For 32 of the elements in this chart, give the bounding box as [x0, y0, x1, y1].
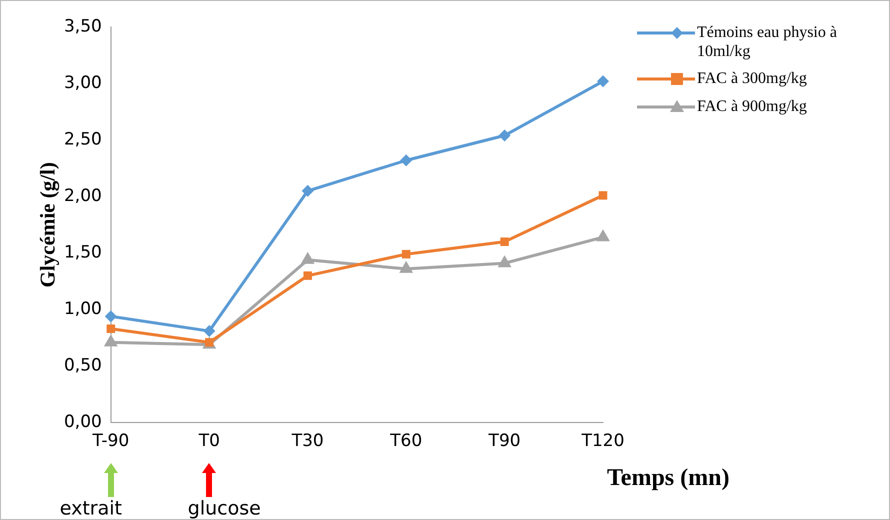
y-tick-label: 1,00 — [64, 298, 102, 319]
point — [500, 238, 509, 246]
legend-label: FAC à 300mg/kg — [697, 69, 807, 88]
x-tick-label: T-90 — [92, 431, 130, 452]
x-tick-label: T0 — [198, 431, 220, 452]
y-tick-label: 2,00 — [64, 186, 102, 206]
point — [303, 271, 312, 280]
y-tick-label: 0,00 — [64, 412, 102, 432]
point — [597, 75, 609, 88]
point — [598, 191, 608, 200]
y-tick-label: 2,50 — [64, 129, 102, 150]
y-tick-label: 3,50 — [64, 16, 102, 36]
y-axis-title: Glycémie (g/l) — [35, 162, 60, 288]
y-tick-label: 3,00 — [64, 72, 102, 93]
point — [203, 325, 216, 338]
point — [498, 130, 511, 142]
text: extrait — [60, 497, 122, 520]
y-tick-label: 1,50 — [64, 242, 102, 262]
x-tick-label: T90 — [488, 431, 521, 452]
point — [104, 310, 117, 322]
legend-label: FAC à 900mg/kg — [697, 97, 807, 116]
x-tick-label: T60 — [389, 431, 422, 452]
point — [106, 324, 116, 334]
x-tick-label: T120 — [580, 431, 624, 452]
y-tick-label: 0,50 — [64, 356, 102, 376]
x-axis-title: Temps (mn) — [607, 465, 730, 492]
point — [400, 154, 412, 166]
text: glucose — [188, 497, 261, 520]
x-tick-label: T30 — [290, 431, 324, 452]
point — [302, 184, 314, 197]
legend-label: Témoins eau physio à 10ml/kg — [697, 23, 838, 61]
point — [402, 250, 410, 258]
